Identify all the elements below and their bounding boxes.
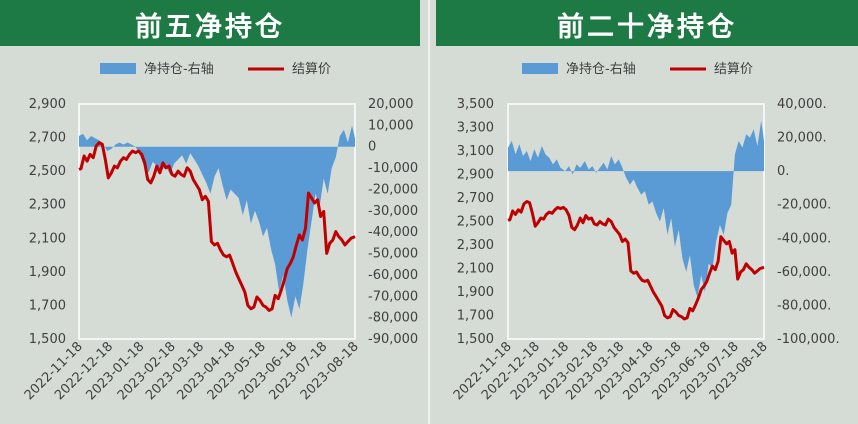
left-chart-right-tick-label: -20,000 <box>368 182 418 197</box>
right-chart-left-tick-label: 3,300 <box>457 121 494 136</box>
right-chart-left-tick-label: 1,500 <box>457 332 494 347</box>
left-chart-right-tick-label: -30,000 <box>368 204 418 219</box>
right-chart-plot-area <box>507 103 765 340</box>
left-chart-right-tick-label: 0 <box>368 140 376 155</box>
right-chart-legend-area-label: 净持仓-右轴 <box>566 62 636 77</box>
right-chart-left-tick-label: 3,100 <box>457 144 494 159</box>
left-chart-left-tick-label: 2,900 <box>29 97 66 112</box>
right-chart-left-tick-label: 2,700 <box>457 191 494 206</box>
right-chart-right-tick-label: -80,000. <box>777 298 831 313</box>
right-chart-legend-area-swatch <box>522 63 558 74</box>
left-chart-legend-area-swatch <box>100 63 136 74</box>
right-chart-right-tick-label: 0. <box>777 164 789 179</box>
left-header-bar: 前五净持仓 <box>0 0 420 46</box>
left-chart-left-tick-label: 1,700 <box>29 298 66 313</box>
right-chart-title: 前二十净持仓 <box>557 12 737 43</box>
left-chart-right-tick-label: -90,000 <box>368 332 418 347</box>
left-chart-right-tick-label: -60,000 <box>368 268 418 283</box>
left-chart-left-tick-label: 2,500 <box>29 164 66 179</box>
right-chart-right-tick-label: -40,000. <box>777 231 831 246</box>
left-chart-series-settlement-price-line <box>78 141 356 312</box>
left-chart-right-tick-label: -10,000 <box>368 161 418 176</box>
right-chart-right-tick-label: 20,000. <box>777 131 827 146</box>
right-chart-legend-line-label: 结算价 <box>714 62 753 77</box>
right-chart-left-tick-label: 2,100 <box>457 262 494 277</box>
right-chart-group: 净持仓-右轴 结算价 3,500 3,300 3,100 2,900 2,700 2,500 2… <box>451 62 840 403</box>
left-chart-left-tick-label: 1,900 <box>29 265 66 280</box>
left-chart-plot-area <box>78 103 356 340</box>
right-chart-left-tick-label: 1,700 <box>457 309 494 324</box>
left-chart-left-tick-label: 2,300 <box>29 198 66 213</box>
left-chart-series-net-position-area <box>79 125 355 318</box>
left-chart-right-tick-label: 20,000 <box>368 97 414 112</box>
left-chart-legend-area-label: 净持仓-右轴 <box>144 62 214 77</box>
right-chart-left-tick-label: 1,900 <box>457 285 494 300</box>
right-header-bar: 前二十净持仓 <box>436 0 858 46</box>
right-chart-left-tick-label: 3,500 <box>457 97 494 112</box>
right-chart-left-tick-label: 2,500 <box>457 215 494 230</box>
right-chart-right-tick-label: 40,000. <box>777 97 827 112</box>
left-chart-title: 前五净持仓 <box>135 12 285 43</box>
right-chart-series-net-position-area <box>508 120 764 297</box>
panel-divider <box>428 0 430 424</box>
left-chart-right-tick-label: 10,000 <box>368 118 414 133</box>
left-chart-right-tick-label: -50,000 <box>368 247 418 262</box>
right-chart-right-tick-label: -20,000. <box>777 198 831 213</box>
right-chart-series-settlement-price-line <box>507 200 765 321</box>
right-chart-right-tick-label: -60,000. <box>777 265 831 280</box>
right-chart-right-tick-label: -100,000. <box>777 332 840 347</box>
left-chart-group: 净持仓-右轴 结算价 2,900 2,700 2,500 2,300 2,100 1,900 1… <box>22 62 418 403</box>
left-chart-left-tick-label: 2,700 <box>29 131 66 146</box>
left-chart-left-tick-label: 1,500 <box>29 332 66 347</box>
right-chart-left-tick-label: 2,900 <box>457 168 494 183</box>
right-chart-left-tick-label: 2,300 <box>457 238 494 253</box>
left-chart-right-tick-label: -40,000 <box>368 225 418 240</box>
left-chart-right-tick-label: -80,000 <box>368 311 418 326</box>
left-chart-right-tick-label: -70,000 <box>368 289 418 304</box>
left-chart-legend-line-label: 结算价 <box>292 62 331 77</box>
left-chart-left-tick-label: 2,100 <box>29 231 66 246</box>
